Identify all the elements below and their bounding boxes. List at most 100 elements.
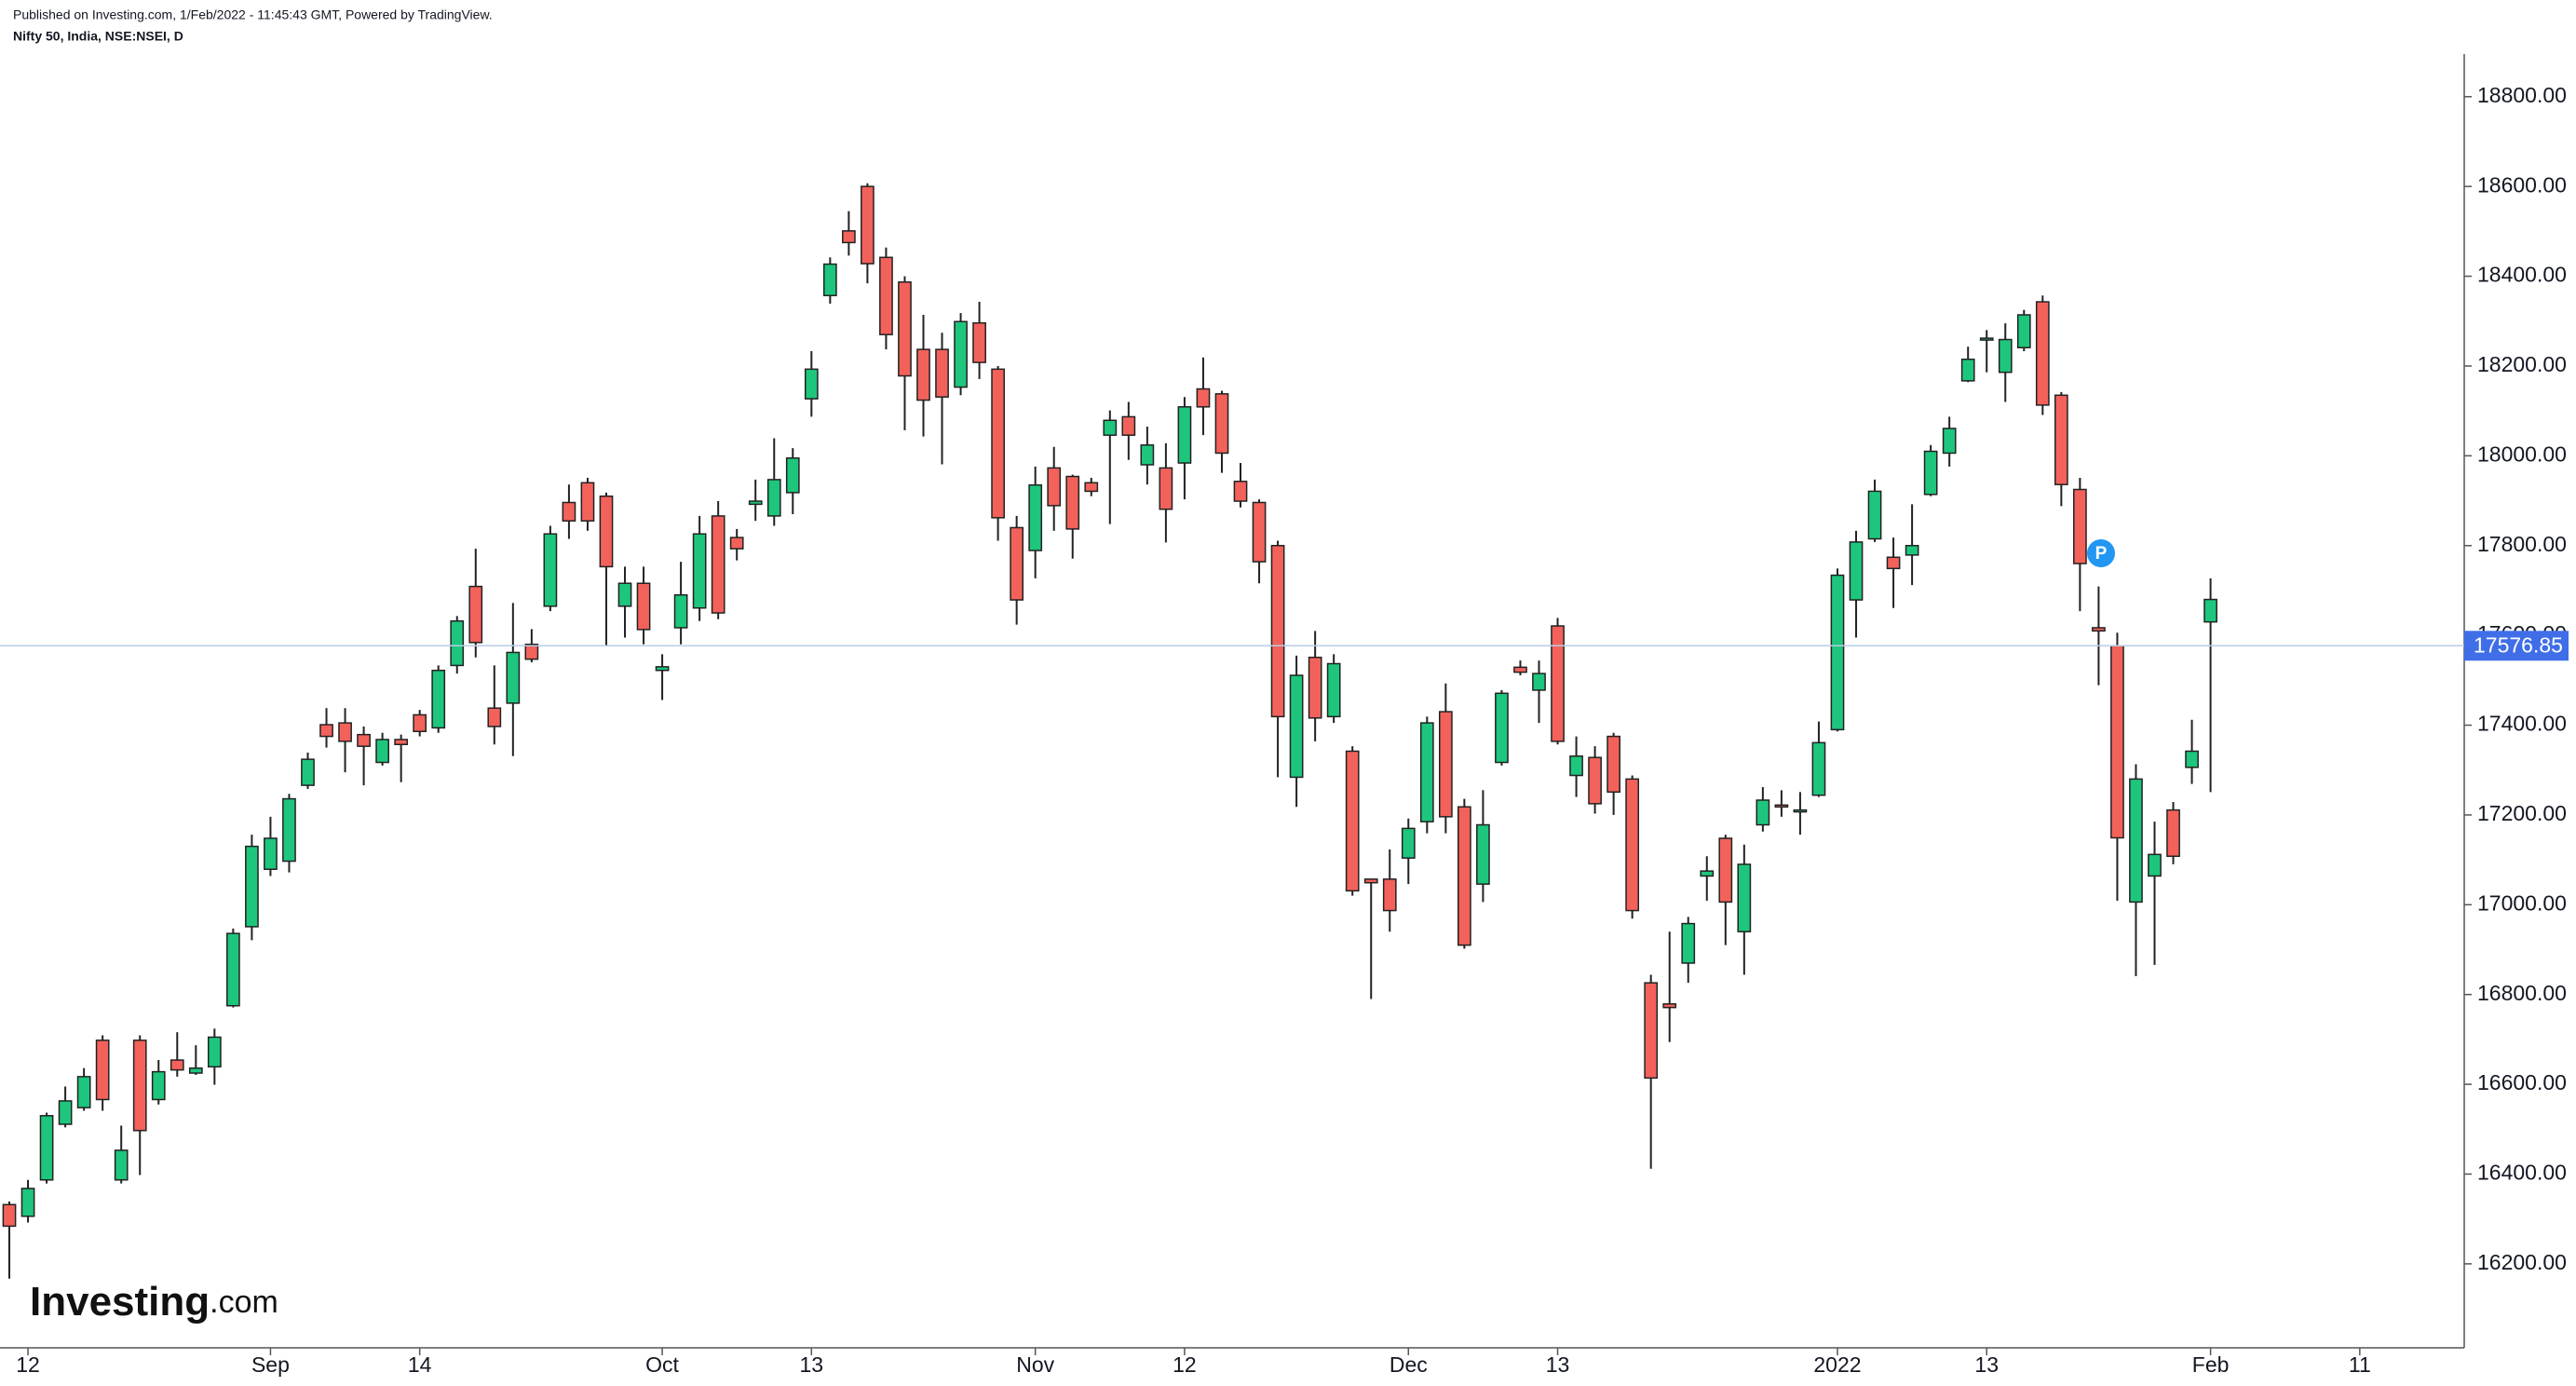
y-tick-label: 18400.00	[2477, 263, 2567, 287]
candle-body	[1700, 870, 1715, 877]
candle	[207, 1028, 222, 1085]
candle	[319, 708, 333, 748]
candle	[1438, 683, 1453, 834]
candle-body	[1793, 808, 1808, 813]
candle-body	[673, 594, 688, 629]
candle	[766, 438, 781, 526]
candle-body	[58, 1100, 73, 1125]
candle	[1252, 499, 1267, 584]
candle-body	[76, 1076, 91, 1108]
candle-body	[617, 582, 632, 607]
candle-body	[2073, 488, 2087, 564]
candle	[1326, 654, 1341, 724]
x-tick-label: 2022	[1813, 1352, 1861, 1377]
candle	[954, 313, 968, 396]
candle	[1979, 330, 1994, 373]
candle	[1662, 931, 1677, 1042]
candle-body	[842, 230, 856, 244]
candle-body	[898, 281, 912, 377]
plot-area	[2, 183, 2217, 1279]
candle	[711, 501, 725, 619]
candle-body	[338, 722, 352, 742]
candle-body	[1942, 428, 1957, 455]
candle	[245, 835, 259, 941]
y-tick-label: 16200.00	[2477, 1250, 2567, 1274]
candle	[842, 211, 856, 256]
candle-body	[1382, 878, 1397, 912]
candle	[1028, 466, 1043, 578]
candle-body	[2, 1203, 17, 1228]
candle-body	[1662, 1003, 1677, 1009]
x-tick-label: Oct	[645, 1352, 679, 1377]
candle	[599, 492, 614, 646]
candle-body	[2035, 301, 2050, 406]
candle-body	[1960, 358, 1975, 382]
x-tick-label: 11	[2349, 1352, 2371, 1377]
candle	[151, 1060, 166, 1105]
candle	[673, 562, 688, 645]
candle-body	[95, 1040, 110, 1101]
candle-body	[861, 185, 874, 265]
candle-body	[132, 1040, 147, 1132]
candle-body	[1476, 823, 1490, 885]
candle-body	[207, 1036, 222, 1068]
candle	[1625, 775, 1640, 919]
candle-body	[1774, 804, 1789, 808]
candle	[1401, 818, 1416, 885]
candle	[1644, 974, 1659, 1169]
candle-body	[169, 1059, 184, 1071]
candle	[1270, 540, 1285, 778]
candle	[972, 302, 986, 379]
candle-body	[2185, 750, 2199, 768]
candle	[1363, 878, 1378, 999]
candle	[804, 351, 819, 417]
candle	[543, 525, 558, 612]
candle-body	[543, 533, 558, 607]
candle	[1905, 504, 1919, 586]
candle	[413, 710, 427, 737]
y-tick-label: 17200.00	[2477, 801, 2567, 825]
candle-body	[1345, 750, 1360, 892]
y-tick-label: 17400.00	[2477, 712, 2567, 736]
candle	[2092, 586, 2106, 686]
candle-body	[1028, 483, 1043, 551]
candle-body	[1737, 863, 1752, 932]
candle-body	[394, 739, 409, 745]
candle	[898, 276, 912, 430]
candle-body	[748, 500, 763, 506]
y-tick-label: 16800.00	[2477, 981, 2567, 1005]
candle-body	[1103, 419, 1118, 436]
candle-body	[729, 537, 744, 550]
candle-body	[2054, 394, 2068, 485]
candle-body	[1196, 387, 1211, 408]
candle-body	[655, 666, 670, 672]
candle-body	[282, 797, 296, 863]
candle	[1382, 849, 1397, 932]
y-tick-label: 18200.00	[2477, 352, 2567, 376]
candle	[487, 665, 502, 745]
candle-body	[2110, 645, 2124, 839]
candle	[226, 928, 240, 1008]
candle	[1140, 427, 1155, 485]
marker-circle	[2087, 539, 2115, 567]
candle-body	[1363, 878, 1378, 884]
candle-body	[804, 368, 819, 400]
y-tick-label: 16400.00	[2477, 1161, 2567, 1185]
candle-body	[1457, 806, 1471, 946]
x-tick-label: 13	[1974, 1352, 1999, 1377]
candle	[1308, 631, 1322, 741]
published-note: Published on Investing.com, 1/Feb/2022 -…	[13, 7, 493, 22]
candle-body	[1214, 393, 1229, 455]
candle	[861, 183, 874, 284]
candle	[506, 603, 521, 756]
candle	[1886, 537, 1901, 608]
candle	[1960, 346, 1975, 383]
candle	[188, 1045, 203, 1075]
candle-body	[954, 320, 968, 388]
y-tick-label: 17800.00	[2477, 532, 2567, 556]
logo-name: Investing	[30, 1279, 210, 1325]
candle-body	[2166, 808, 2180, 858]
candle	[1793, 792, 1808, 836]
candle-body	[991, 368, 1005, 519]
